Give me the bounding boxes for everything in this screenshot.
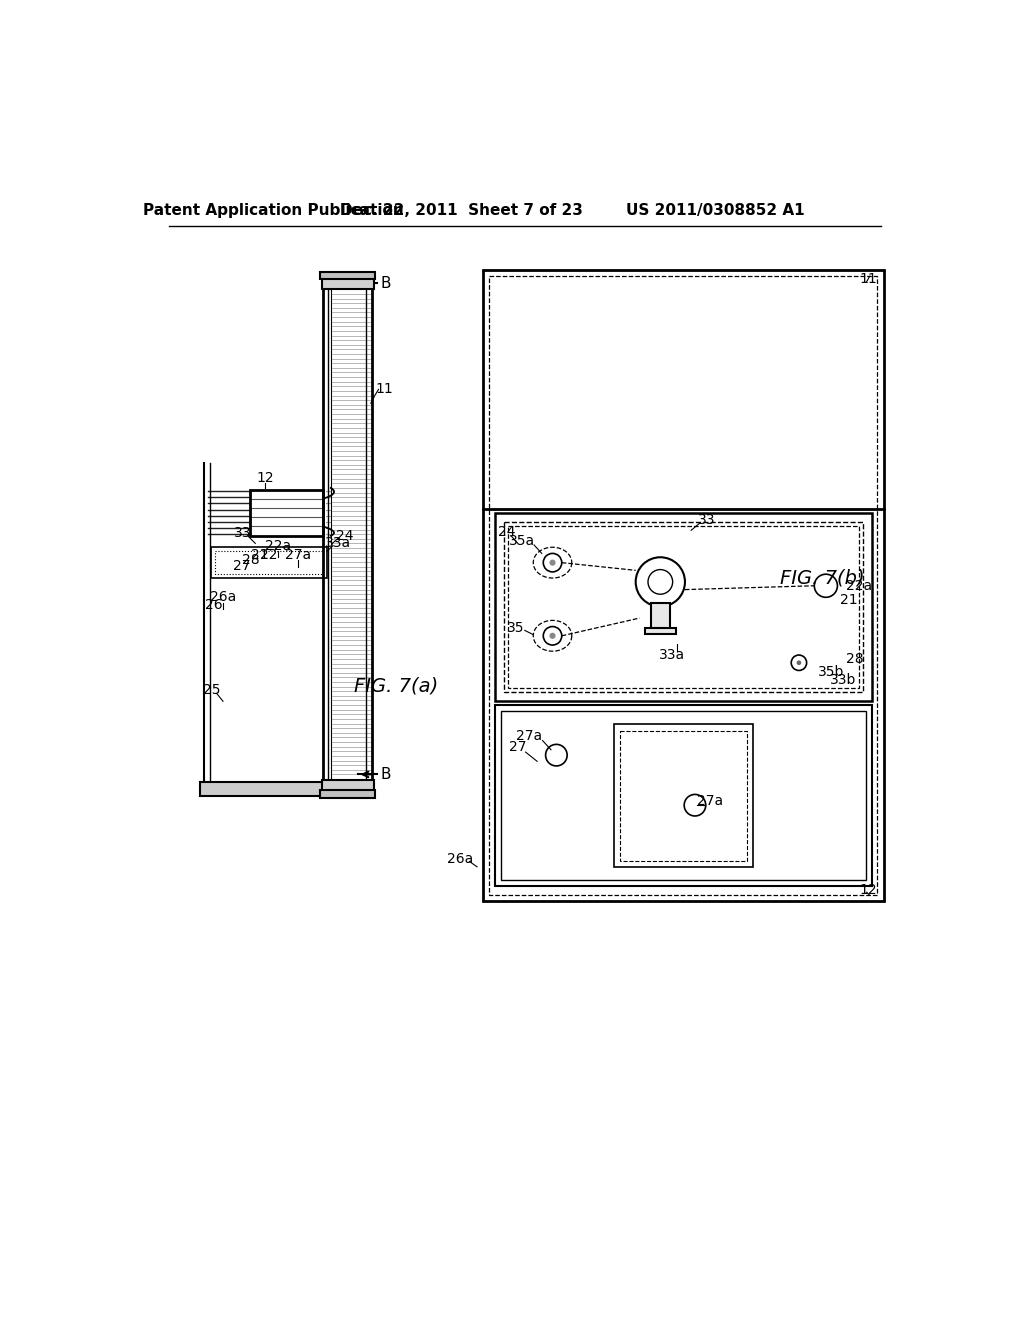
Text: US 2011/0308852 A1: US 2011/0308852 A1	[627, 203, 805, 218]
Bar	[495, 705, 872, 886]
Text: 27a: 27a	[286, 548, 311, 562]
Text: 24: 24	[336, 529, 353, 543]
Text: 12: 12	[256, 471, 274, 484]
Text: 35a: 35a	[509, 535, 535, 548]
Text: 33: 33	[697, 513, 716, 527]
Bar	[651, 603, 670, 630]
Bar	[483, 271, 884, 902]
Text: 27: 27	[509, 741, 526, 755]
Text: 25: 25	[203, 682, 220, 697]
Bar	[614, 725, 753, 867]
Text: 22a: 22a	[846, 578, 872, 593]
Bar	[211, 548, 327, 578]
Bar	[495, 512, 872, 701]
Bar	[200, 781, 339, 796]
Text: 35b: 35b	[818, 665, 845, 678]
Bar	[322, 276, 374, 289]
Text: 33a: 33a	[658, 648, 685, 663]
Bar	[621, 730, 746, 861]
Bar	[501, 711, 866, 880]
Text: B: B	[381, 767, 391, 781]
Text: Patent Application Publication: Patent Application Publication	[142, 203, 403, 218]
Text: 28: 28	[846, 652, 863, 665]
Text: 11: 11	[859, 272, 878, 286]
Bar	[215, 552, 323, 574]
Text: 11: 11	[376, 383, 393, 396]
Text: 22: 22	[260, 548, 278, 562]
Text: 27: 27	[232, 560, 250, 573]
Circle shape	[550, 632, 556, 639]
Text: 27a: 27a	[697, 795, 723, 808]
Text: 24: 24	[498, 525, 515, 539]
Text: 12: 12	[859, 883, 877, 896]
Text: 28: 28	[242, 553, 259, 568]
Bar	[323, 276, 373, 793]
Text: 33: 33	[233, 527, 251, 540]
Text: 21: 21	[840, 593, 858, 607]
Text: B: B	[381, 276, 391, 290]
Bar	[504, 521, 863, 692]
Text: 33a: 33a	[326, 536, 351, 550]
Text: 26a: 26a	[447, 853, 473, 866]
Bar	[319, 789, 376, 797]
Text: 22a: 22a	[265, 539, 292, 553]
Circle shape	[797, 660, 801, 665]
Bar	[489, 276, 878, 895]
Text: 26a: 26a	[210, 590, 237, 605]
Text: 26: 26	[205, 598, 222, 612]
Text: FIG. 7(b): FIG. 7(b)	[779, 569, 864, 587]
Text: 21: 21	[251, 548, 268, 562]
Bar	[322, 780, 374, 793]
Bar	[508, 525, 859, 688]
Text: 27a: 27a	[516, 729, 543, 743]
Text: FIG. 7(a): FIG. 7(a)	[354, 676, 438, 696]
Text: 33b: 33b	[830, 673, 857, 686]
Bar	[645, 628, 676, 635]
Text: 35: 35	[507, 622, 524, 635]
Circle shape	[550, 560, 556, 566]
Bar	[319, 272, 376, 280]
Bar	[250, 490, 323, 536]
Text: Dec. 22, 2011  Sheet 7 of 23: Dec. 22, 2011 Sheet 7 of 23	[340, 203, 583, 218]
